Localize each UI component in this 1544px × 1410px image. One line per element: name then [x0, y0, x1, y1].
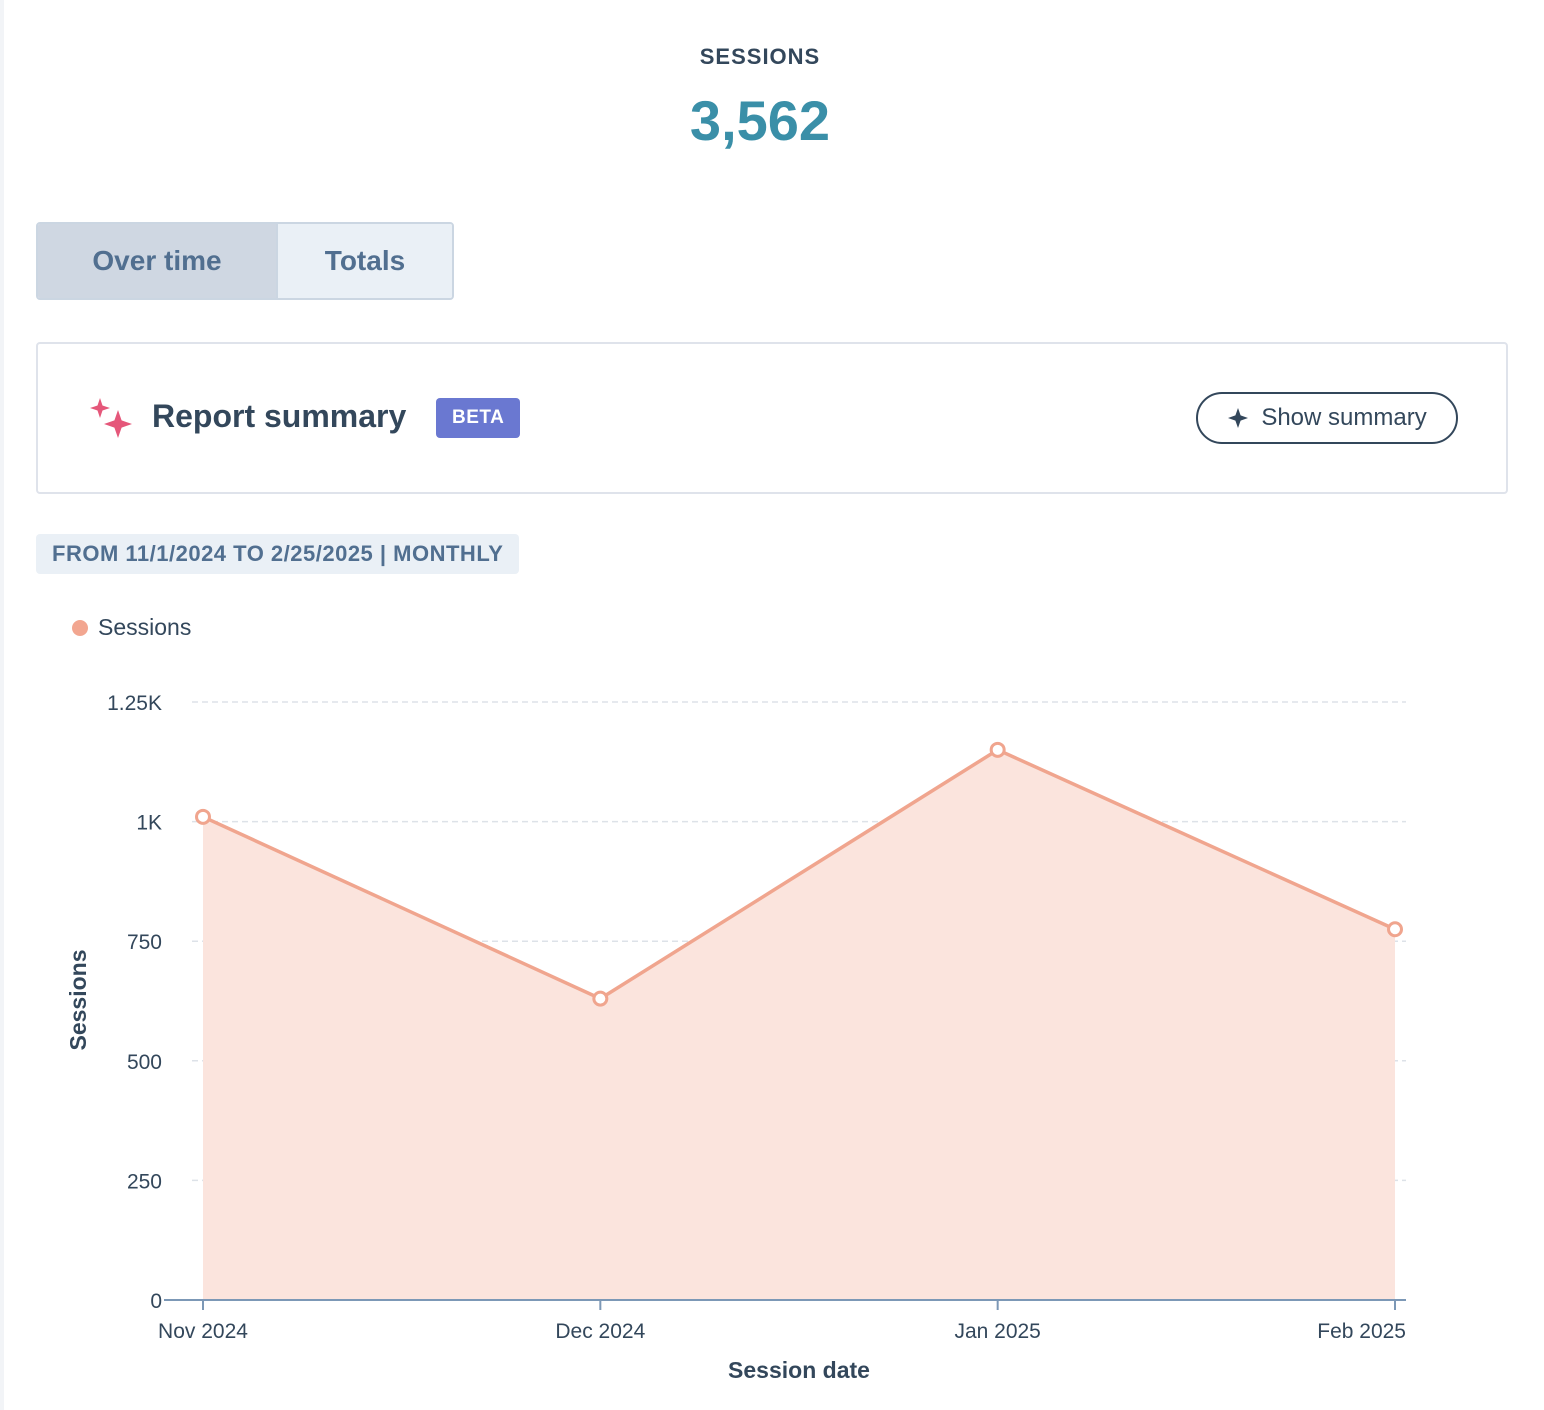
- data-point-sessions[interactable]: [1387, 921, 1403, 938]
- show-summary-button[interactable]: Show summary: [1196, 392, 1458, 444]
- y-tick-label: 1K: [136, 812, 162, 835]
- y-tick-label: 500: [127, 1051, 162, 1074]
- series-area-sessions: [203, 749, 1395, 1300]
- x-axis-title: Session date: [728, 1357, 870, 1383]
- kpi-label: SESSIONS: [699, 44, 821, 69]
- toggle-over-time[interactable]: Over time: [38, 224, 276, 298]
- show-summary-label: Show summary: [1261, 404, 1427, 431]
- data-point-sessions[interactable]: [592, 990, 609, 1007]
- x-tick-label: Jan 2025: [954, 1320, 1040, 1343]
- legend-dot-sessions: [72, 619, 88, 636]
- series-line-sessions: [202, 748, 1396, 1001]
- data-point-sessions[interactable]: [989, 741, 1006, 758]
- kpi-value: 3,562: [689, 89, 831, 152]
- x-tick-label: Nov 2024: [158, 1320, 248, 1343]
- y-tick-label: 250: [127, 1170, 162, 1193]
- y-tick-label: 1.25K: [107, 692, 162, 715]
- sparkle-icon: [90, 398, 132, 438]
- report-summary-title: Report summary: [152, 398, 407, 434]
- y-tick-label: 750: [127, 931, 162, 954]
- x-tick-label: Feb 2025: [1317, 1320, 1406, 1343]
- data-point-sessions[interactable]: [195, 808, 211, 825]
- x-tick-label: Dec 2024: [555, 1320, 645, 1343]
- chart-legend[interactable]: Sessions: [72, 614, 191, 641]
- date-range-label: FROM 11/1/2024 TO 2/25/2025 | MONTHLY: [36, 534, 520, 574]
- star-icon: [1228, 408, 1249, 428]
- legend-label-sessions: Sessions: [98, 614, 192, 640]
- report-summary-card: Report summary BETA Show summary: [36, 342, 1508, 494]
- y-tick-label: 0: [150, 1290, 162, 1313]
- toggle-totals[interactable]: Totals: [276, 224, 452, 298]
- y-axis-title: Sessions: [65, 950, 91, 1051]
- view-toggle: Over time Totals: [36, 222, 454, 300]
- left-rail: [0, 0, 4, 1410]
- beta-badge: BETA: [436, 398, 521, 438]
